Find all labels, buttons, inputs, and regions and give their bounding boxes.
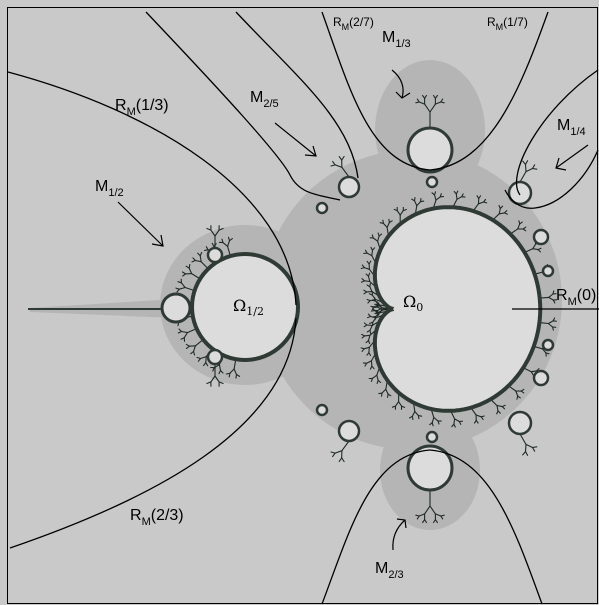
period-4-bulb [160,292,192,324]
label-ray-2-7: RM(2/7) [333,15,374,32]
period-3-bulb-top [406,126,454,174]
ray-1-3 [7,71,297,306]
frame-border [7,7,598,604]
label-m-2-3: M2/3 [375,560,404,581]
label-ray-2-3: RM(2/3) [130,507,184,528]
label-m-2-5: M2/5 [250,89,279,110]
ray-2-5-inner [235,11,359,179]
ray-2-3 [9,317,297,549]
label-omega-0: Ω0 [403,292,423,314]
period-2-bulb [190,252,300,362]
ray-1-3-cusp-left [321,11,431,171]
ray-1-4-outer [515,69,599,196]
label-ray-1-7: RM(1/7) [487,15,528,32]
ray-1-3-cusp-right [429,11,549,171]
period-3-bulb-bottom [406,444,454,492]
label-m-1-3: M1/3 [382,29,411,50]
ray-2-3-cusp-left [321,449,431,605]
arrow-m-13 [391,69,411,99]
satellite-bulbs [206,175,555,444]
external-rays [7,11,599,605]
label-m-1-4: M1/4 [557,117,586,138]
ray-2-3-cusp-right [429,449,543,605]
ray-2-5-outer [145,11,341,201]
arrow-m-23 [392,518,407,551]
arrow-m-half [117,201,164,247]
arrow-m-25 [274,122,317,157]
label-ray-1-3: RM(1/3) [115,97,169,118]
label-omega-half: Ω1/2 [233,296,264,318]
ray-1-4-inner [504,149,599,209]
label-m-half: M1/2 [95,178,124,199]
arrow-m-14 [555,144,589,171]
text-labels: Ω0 Ω1/2 M1/2 M2/5 M1/3 M1/4 M2/3 RM(1/3)… [95,15,596,581]
pointer-arrows [117,69,589,551]
label-ray-0: RM(0) [556,287,596,308]
